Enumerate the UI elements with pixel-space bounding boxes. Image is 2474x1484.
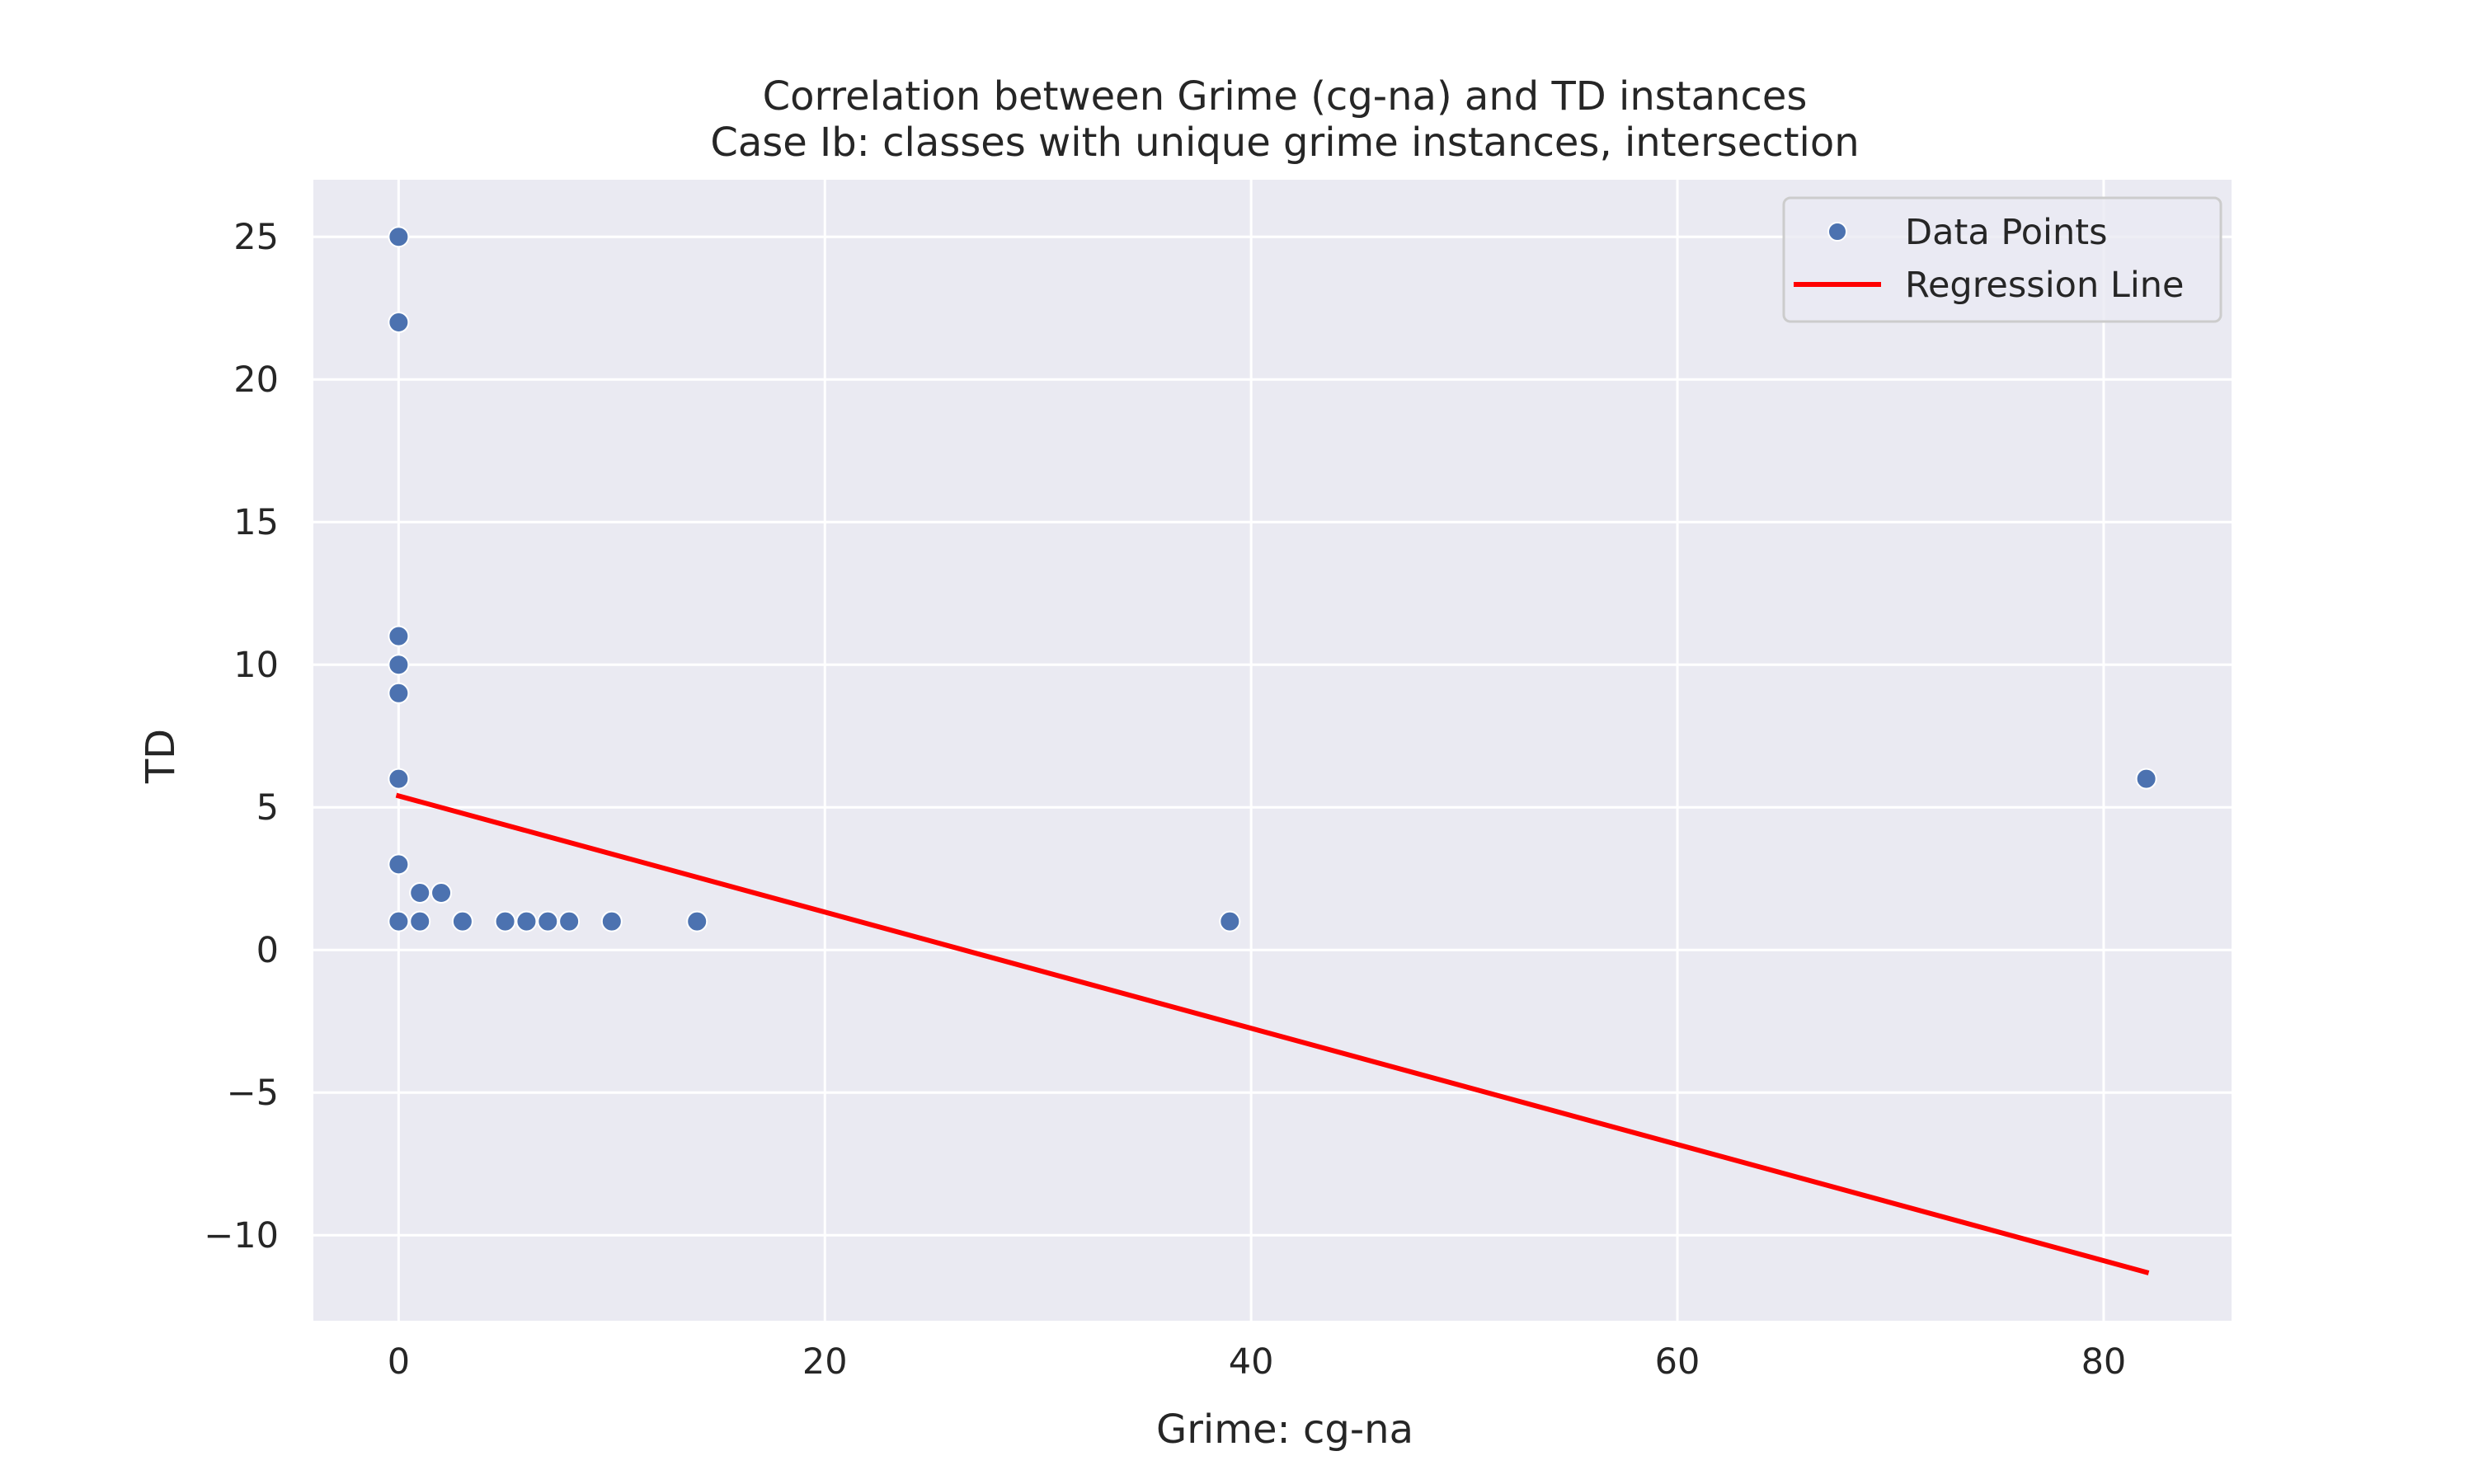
- data-point: [388, 768, 410, 790]
- y-tick-label: 5: [256, 787, 279, 829]
- regression-layer: [395, 792, 2150, 1275]
- x-tick-label: 20: [802, 1341, 848, 1383]
- y-tick-labels: −10 −5 0 5 10 15 20 25: [204, 217, 279, 1256]
- data-point: [451, 910, 473, 932]
- x-tick-labels: 0 20 40 60 80: [388, 1341, 2127, 1383]
- data-point: [1219, 910, 1241, 932]
- data-point: [388, 910, 410, 932]
- legend-box: [1782, 196, 2222, 323]
- data-point: [430, 882, 453, 904]
- data-point: [409, 882, 431, 904]
- data-point: [686, 910, 708, 932]
- data-point: [388, 226, 410, 248]
- data-point: [537, 910, 559, 932]
- data-point: [388, 682, 410, 704]
- legend-label-data-points: Data Points: [1905, 212, 2108, 253]
- chart-subtitle: Case Ib: classes with unique grime insta…: [710, 120, 1859, 166]
- data-point: [388, 625, 410, 647]
- data-point: [494, 910, 516, 932]
- data-point: [600, 910, 623, 932]
- data-point: [515, 910, 538, 932]
- data-point: [388, 853, 410, 876]
- y-tick-label: 25: [233, 217, 279, 258]
- data-point: [558, 910, 581, 932]
- data-point: [409, 910, 431, 932]
- y-axis-label: TD: [138, 729, 184, 784]
- x-tick-label: 0: [388, 1341, 410, 1383]
- x-axis-label: Grime: cg-na: [1156, 1407, 1413, 1453]
- data-point: [388, 312, 410, 333]
- y-tick-label: 10: [233, 645, 279, 686]
- x-tick-label: 80: [2081, 1341, 2127, 1383]
- y-tick-label: 20: [233, 359, 279, 401]
- y-tick-label: 0: [256, 930, 279, 971]
- data-point: [388, 654, 410, 676]
- legend: Data Points Regression Line: [1782, 196, 2222, 323]
- legend-marker-data-points: [1827, 222, 1847, 242]
- y-tick-label: −10: [204, 1215, 279, 1256]
- scatter-points: [388, 226, 2157, 932]
- plot-area: [313, 180, 2232, 1321]
- legend-label-regression-line: Regression Line: [1905, 265, 2184, 306]
- data-point: [2135, 768, 2157, 790]
- x-tick-label: 40: [1229, 1341, 1274, 1383]
- y-tick-label: 15: [233, 502, 279, 543]
- regression-line: [395, 792, 2150, 1275]
- chart-title: Correlation between Grime (cg-na) and TD…: [763, 73, 1808, 120]
- y-tick-label: −5: [227, 1073, 279, 1114]
- x-tick-label: 60: [1655, 1341, 1700, 1383]
